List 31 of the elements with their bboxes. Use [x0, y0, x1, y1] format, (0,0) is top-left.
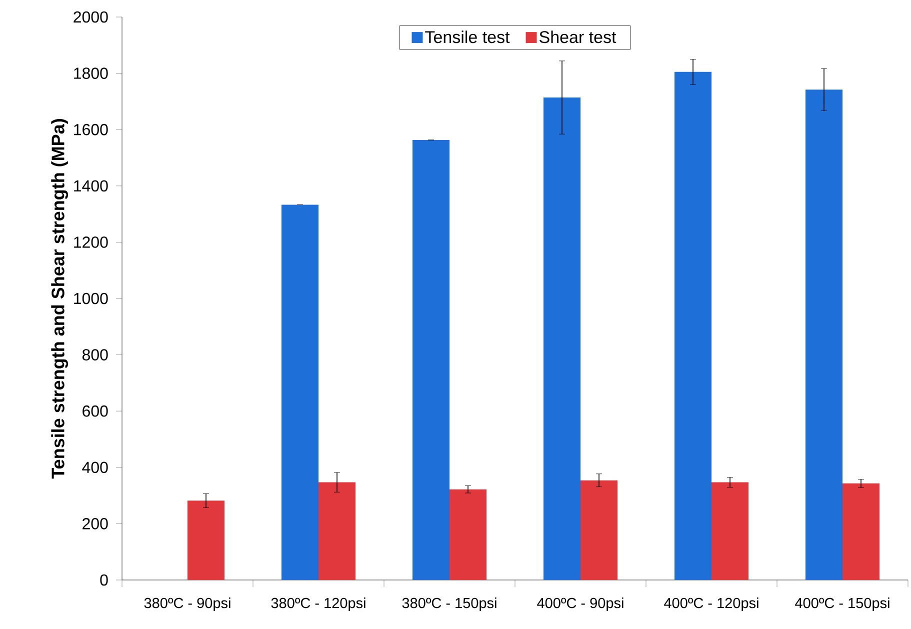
- y-tick-label: 600: [82, 405, 108, 417]
- bar: [282, 204, 319, 580]
- y-tick-label: 200: [82, 518, 108, 530]
- bar: [842, 483, 880, 580]
- y-tick-label: 400: [82, 462, 108, 474]
- bar: [712, 482, 748, 580]
- bar: [188, 500, 225, 580]
- y-tick-label: 1200: [74, 236, 108, 248]
- bar: [806, 90, 842, 580]
- x-tick-label: 380ºC - 90psi: [144, 598, 230, 612]
- y-tick-label: 800: [82, 349, 108, 360]
- legend-label: Shear test: [540, 30, 616, 44]
- bar: [580, 480, 618, 580]
- y-tick-label: 1800: [74, 68, 108, 79]
- y-tick-label: 0: [100, 574, 108, 586]
- bar: [450, 489, 487, 580]
- y-tick-label: 1600: [74, 124, 108, 136]
- legend-label: Tensile test: [425, 30, 510, 44]
- x-tick-label: 400ºC - 150psi: [795, 598, 890, 612]
- x-tick-label: 400ºC - 90psi: [537, 598, 624, 612]
- bar: [544, 98, 580, 580]
- bar: [674, 72, 712, 580]
- bar: [318, 482, 356, 580]
- y-axis-title: Tensile strength and Shear strength (MPa): [51, 119, 68, 479]
- y-tick-label: 1000: [74, 292, 108, 304]
- x-tick-label: 380ºC - 120psi: [271, 598, 366, 612]
- x-tick-label: 400ºC - 120psi: [664, 598, 758, 612]
- y-tick-label: 1400: [74, 180, 108, 192]
- bar: [412, 140, 450, 580]
- x-tick-label: 380ºC - 150psi: [402, 598, 496, 612]
- y-tick-label: 2000: [74, 11, 108, 23]
